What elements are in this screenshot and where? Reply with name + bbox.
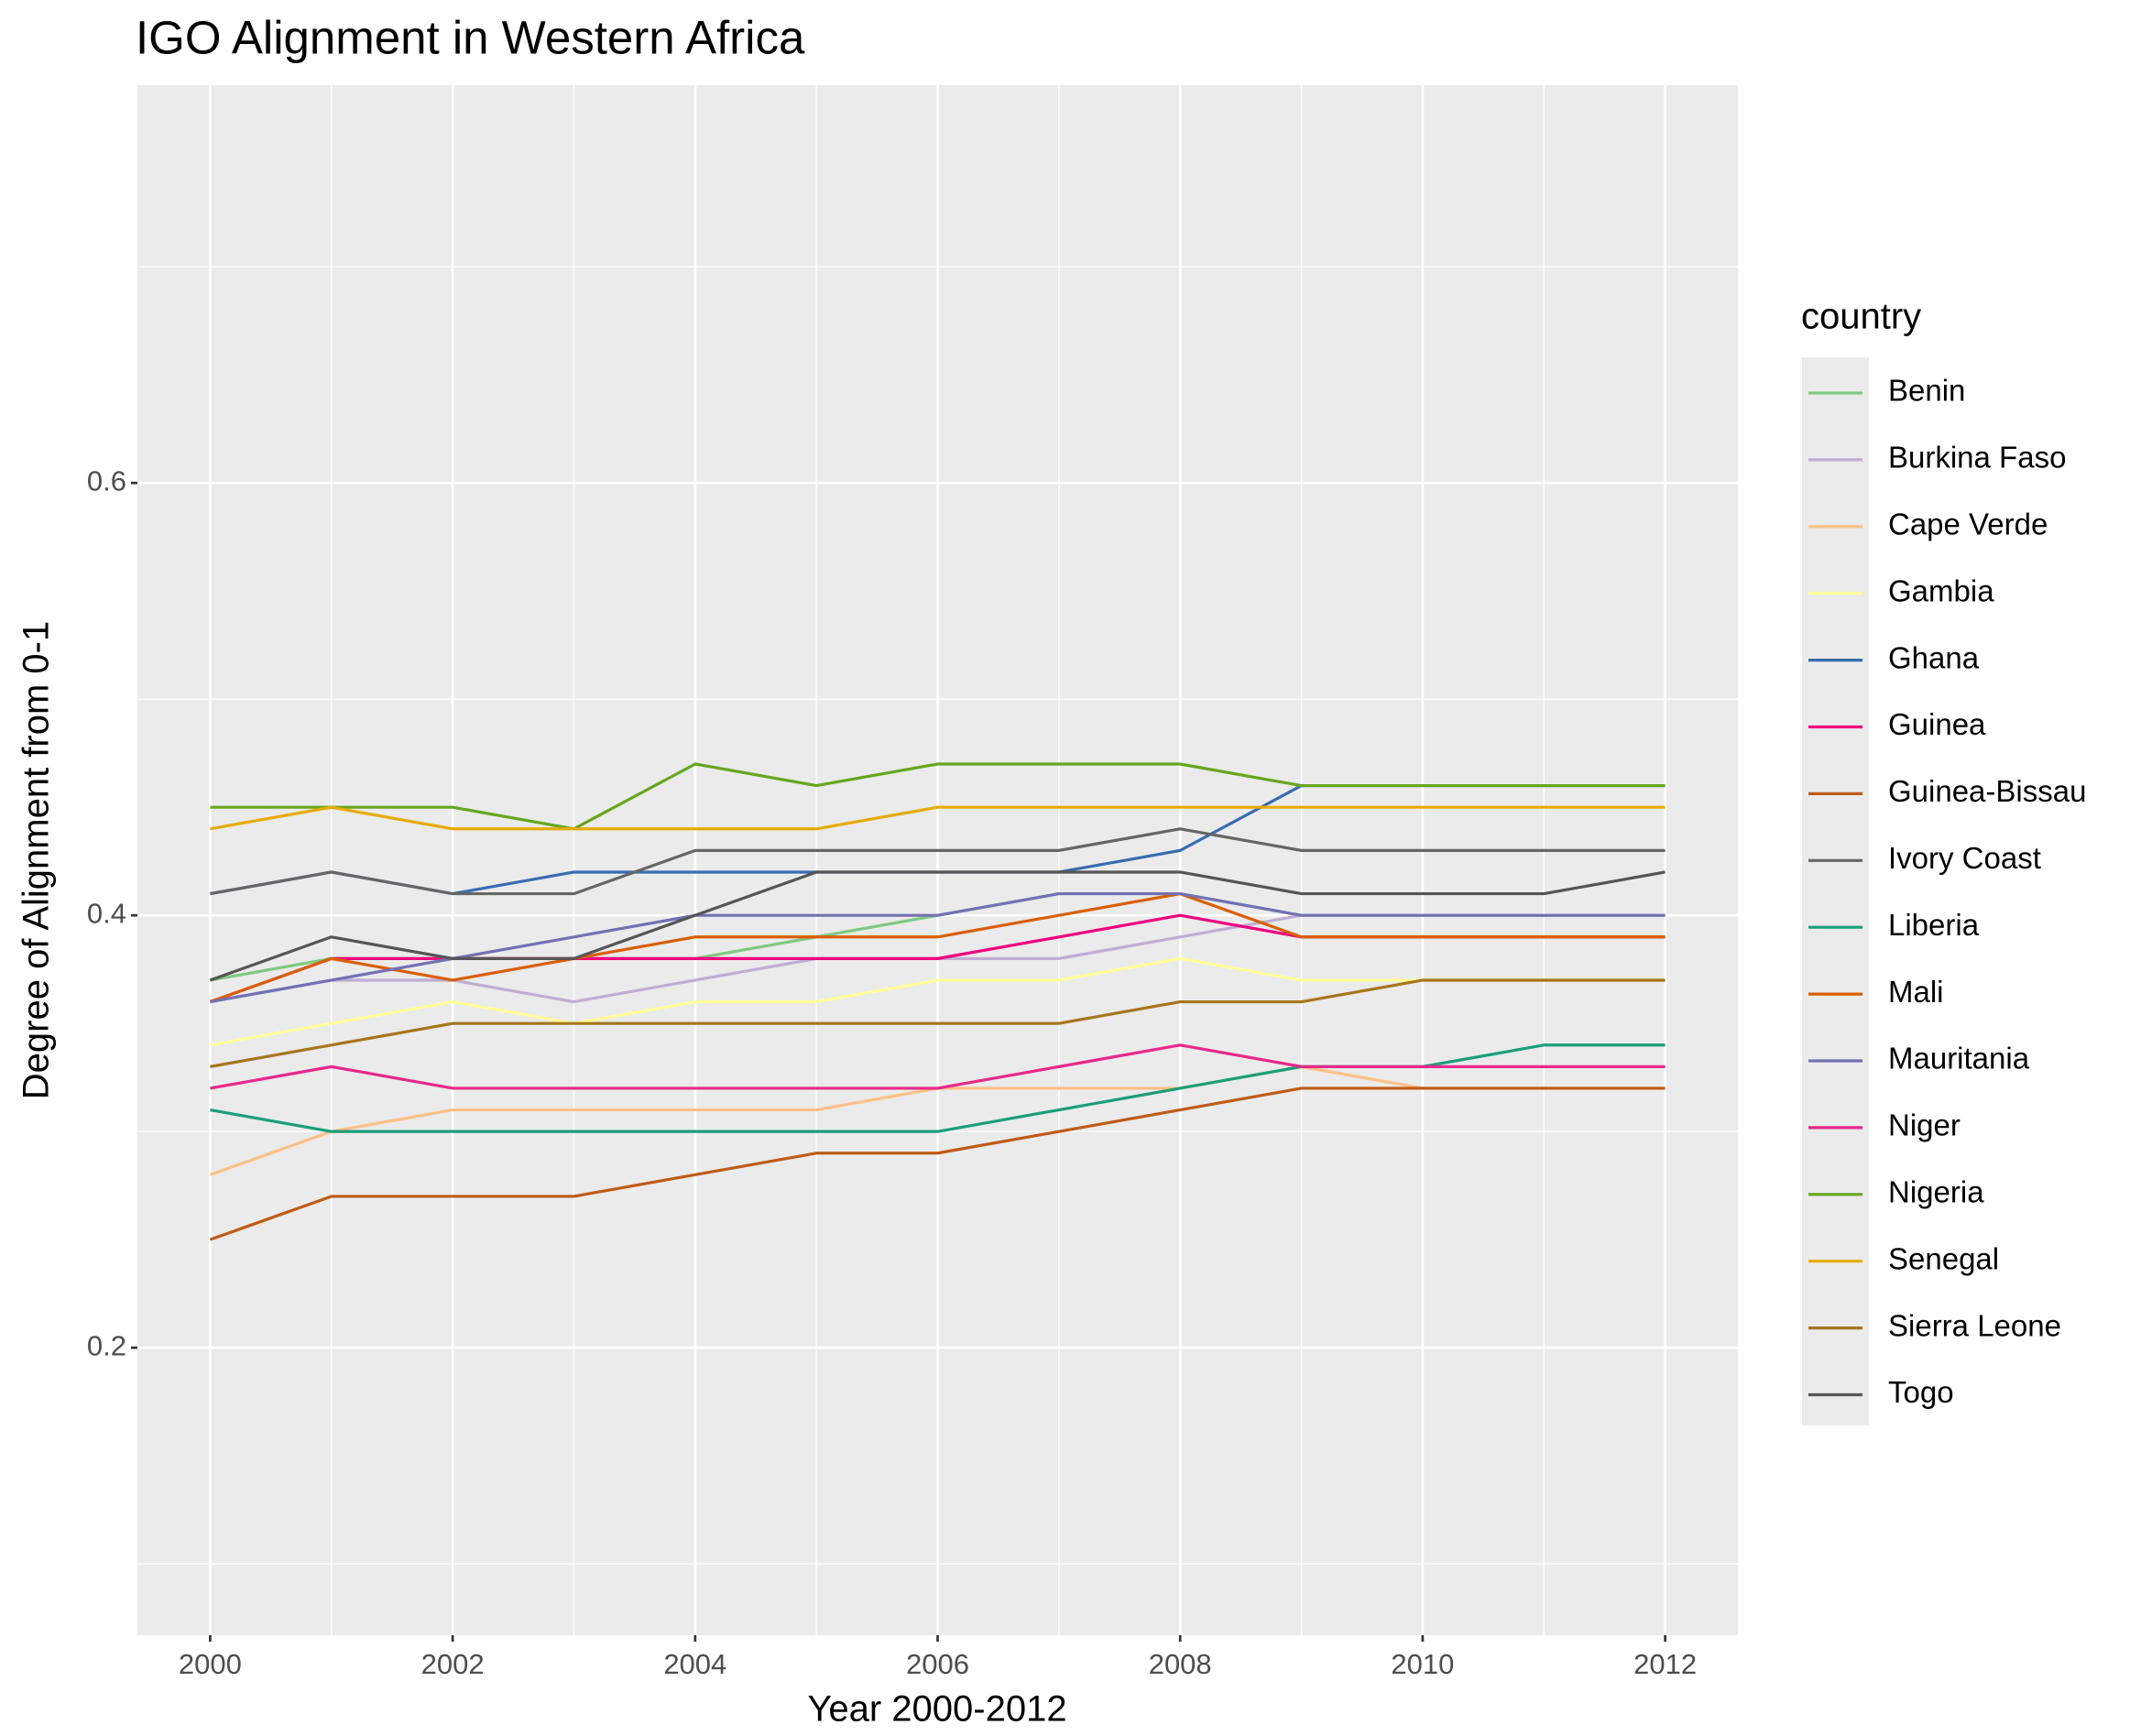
x-tick-label: 2010 <box>1391 1648 1454 1680</box>
legend-label: Cape Verde <box>1888 508 2048 541</box>
legend-label: Guinea-Bissau <box>1888 774 2086 808</box>
series-line <box>209 891 1666 1004</box>
legend-label: Benin <box>1888 374 1965 408</box>
legend-label: Gambia <box>1888 573 1994 607</box>
series-line <box>209 870 1666 982</box>
legend-label: Guinea <box>1888 707 1986 741</box>
series-line <box>209 1086 1666 1241</box>
y-tick-label: 0.6 <box>87 464 126 497</box>
legend-label: Niger <box>1888 1108 1961 1142</box>
legend-label: Mali <box>1888 975 1944 1009</box>
x-tick-label: 2012 <box>1633 1648 1697 1680</box>
series-line <box>210 1043 1666 1090</box>
legend-label: Senegal <box>1888 1241 1999 1275</box>
legend-label: Liberia <box>1888 908 1980 942</box>
y-tick-label: 0.2 <box>87 1329 126 1361</box>
x-tick-label: 2000 <box>179 1648 242 1680</box>
legend-label: Mauritania <box>1888 1042 2030 1075</box>
x-tick-label: 2002 <box>421 1648 485 1680</box>
legend-label: Sierra Leone <box>1888 1308 2061 1342</box>
legend-title: country <box>1801 297 1921 337</box>
legend-label: Nigeria <box>1888 1175 1984 1209</box>
series-line <box>210 805 1666 831</box>
series-line <box>210 978 1666 1068</box>
chart-title: IGO Alignment in Western Africa <box>136 11 805 63</box>
x-axis-title: Year 2000-2012 <box>807 1689 1066 1730</box>
y-tick-label: 0.4 <box>87 897 126 929</box>
x-tick-label: 2004 <box>663 1648 726 1680</box>
y-axis-title: Degree of Alignment from 0-1 <box>16 621 57 1099</box>
legend-label: Ghana <box>1888 640 1980 674</box>
legend-label: Burkina Faso <box>1888 441 2066 475</box>
x-tick-label: 2008 <box>1149 1648 1212 1680</box>
legend-label: Togo <box>1888 1375 1954 1409</box>
x-tick-label: 2006 <box>906 1648 969 1680</box>
series-line <box>210 762 1666 831</box>
legend-key-background <box>1802 357 1869 1425</box>
legend-label: Ivory Coast <box>1888 841 2041 875</box>
series-line <box>210 827 1666 896</box>
